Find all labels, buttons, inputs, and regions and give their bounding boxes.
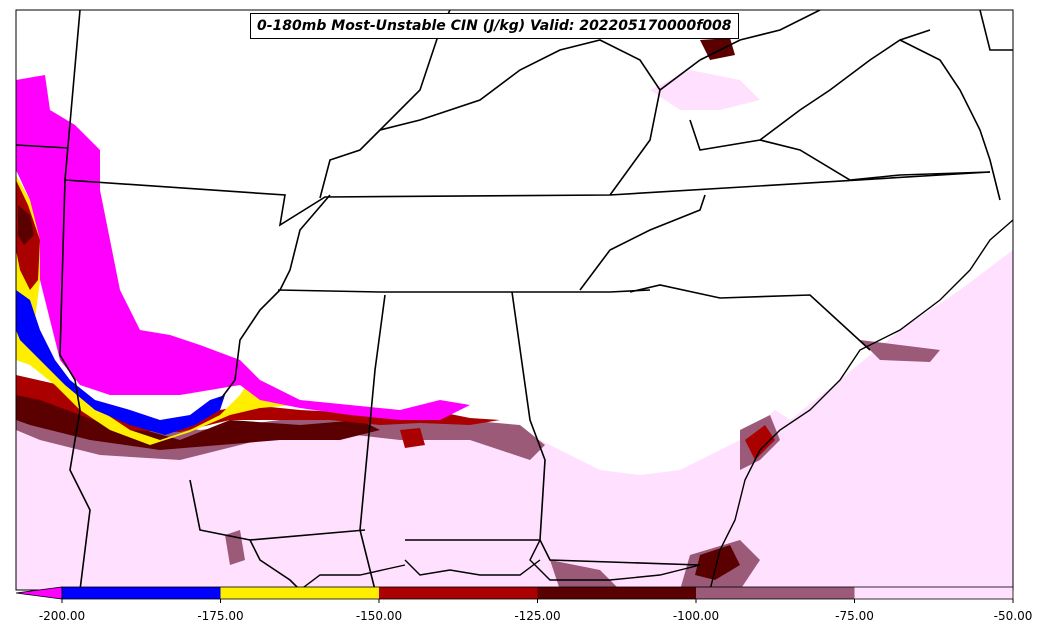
colorbar-tick-label: -125.00 <box>514 609 561 623</box>
cin-fill-light <box>16 250 1013 590</box>
colorbar-bin-5 <box>854 587 1013 599</box>
colorbar-bin-3 <box>537 587 696 599</box>
colorbar-bin-0 <box>62 587 221 599</box>
colorbar-bin-2 <box>379 587 538 599</box>
cin-fill-darkred <box>16 385 380 450</box>
coastline <box>299 219 1013 590</box>
colorbar-bin-1 <box>220 587 379 599</box>
colorbar-tick-label: -200.00 <box>38 609 86 623</box>
colorbar-tick-label: -175.00 <box>197 609 244 623</box>
colorbar <box>15 586 1014 603</box>
cin-field <box>16 38 1013 590</box>
map-title: 0-180mb Most-Unstable CIN (J/kg) Valid: … <box>250 13 739 39</box>
colorbar-tick-label: -50.00 <box>993 609 1033 623</box>
colorbar-tick-label: -150.00 <box>355 609 403 623</box>
colorbar-tick-label: -75.00 <box>835 609 874 623</box>
state-borders <box>16 10 1013 590</box>
colorbar-tick-label: -100.00 <box>672 609 720 623</box>
colorbar-bin-4 <box>696 587 855 599</box>
cin-fill-magenta <box>16 75 470 420</box>
